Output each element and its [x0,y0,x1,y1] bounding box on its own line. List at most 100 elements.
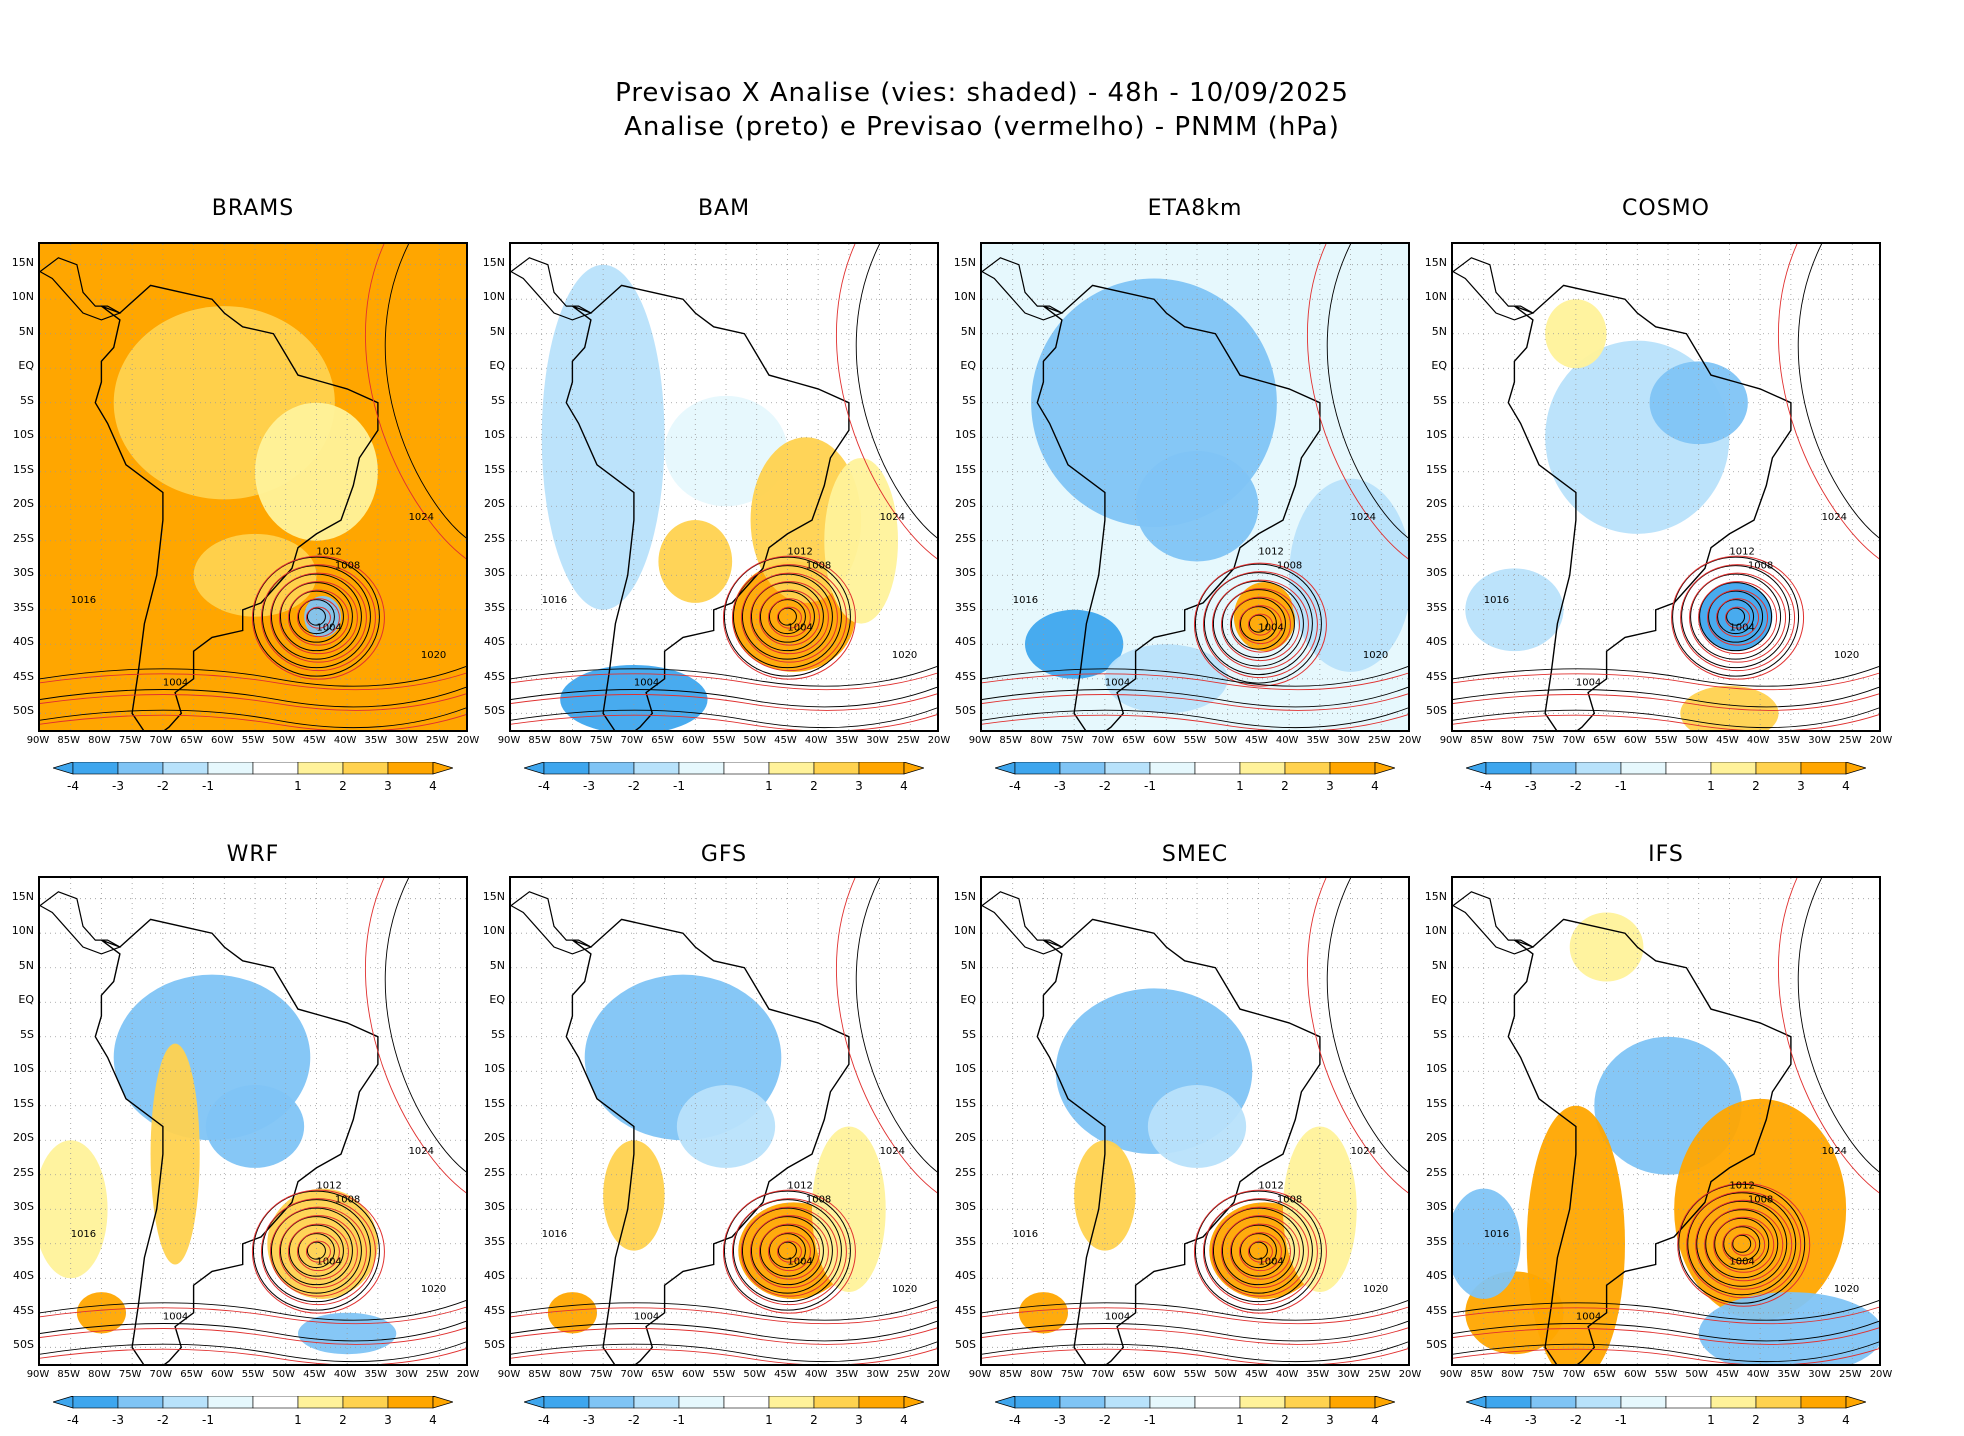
bias-region [1674,1098,1847,1320]
colorbar-label: 4 [900,1413,908,1427]
lon-tick-label: 60W [210,1369,234,1380]
bias-region [254,402,378,541]
forecast-isobar [1220,588,1300,662]
colorbar-label: -1 [1615,1413,1627,1427]
colorbar-swatch [1800,1396,1847,1409]
lat-tick-label: 15N [11,889,34,903]
lon-tick-label: 55W [1654,735,1678,746]
bias-region [1074,1140,1136,1251]
forecast-isobar [365,244,466,560]
lat-tick-label: 30S [1426,1200,1447,1214]
colorbar-label: -1 [1144,1413,1156,1427]
colorbar-arrow [1845,1396,1866,1409]
forecast-isobar [749,1215,829,1289]
forecast-isobar [1731,1233,1757,1256]
colorbar-swatch [813,1396,860,1409]
forecast-isobar [1453,1348,1879,1364]
forecast-isobar [1307,878,1408,1194]
colorbar-swatch [858,1396,905,1409]
lon-tick-label: 25W [1367,735,1391,746]
isobar-label: 1012 [1258,547,1283,558]
lon-tick-label: 35W [1777,735,1801,746]
lat-tick-label: 45S [484,669,505,683]
isobar-label: 1008 [806,560,831,571]
lon-tick-label: 25W [896,1369,920,1380]
lat-tick-label: 10N [953,290,976,304]
isobar-label: 1004 [1729,622,1754,633]
lon-tick-label: 85W [1470,1369,1494,1380]
map-panel-wrf: 1004 1008 1012 1024 1020 1004 1016 [38,876,468,1366]
colorbar-swatch [588,762,635,775]
lat-tick-label: 5N [1431,958,1447,972]
colorbar-swatch [1575,1396,1622,1409]
colorbar-label: -2 [157,779,169,793]
lon-tick-label: 60W [1623,735,1647,746]
lat-tick-label: 10S [1426,428,1447,442]
forecast-isobar [776,1240,802,1263]
lon-tick-label: 50W [272,1369,296,1380]
colorbar-label: 3 [855,1413,863,1427]
colorbar-arrow [1374,1396,1395,1409]
colorbar-swatch [1194,762,1241,775]
colorbar-label: 3 [1326,779,1334,793]
colorbar-swatch [297,1396,344,1409]
forecast-isobar [40,1348,466,1364]
lon-tick-label: 50W [1214,735,1238,746]
forecast-isobar [1686,1191,1802,1299]
lon-tick-label: 20W [456,1369,480,1380]
colorbar-arrow [1845,762,1866,775]
forecast-isobar [749,581,829,655]
coastline [982,257,1064,321]
colorbar-label: 1 [1236,779,1244,793]
analysis-isobar [1732,1234,1752,1253]
lat-tick-label: 30S [1426,566,1447,580]
colorbar-swatch [633,762,680,775]
lat-tick-label: 35S [13,1234,34,1248]
isobar-label: 1004 [1258,622,1283,633]
isobar-label: 1004 [163,1312,188,1323]
colorbar-label: 3 [384,779,392,793]
lat-tick-label: 20S [13,497,34,511]
analysis-isobar [384,878,466,1173]
isobar-label: 1020 [1834,1284,1859,1295]
isobar-label: 1004 [1576,1312,1601,1323]
colorbar-swatch [588,1396,635,1409]
colorbar-label: -3 [1525,1413,1537,1427]
colorbar-label: 2 [810,1413,818,1427]
lon-tick-label: 85W [57,1369,81,1380]
lon-tick-label: 65W [1593,735,1616,746]
forecast-isobar [982,693,1408,711]
analysis-isobar [288,590,344,643]
lon-tick-label: 90W [26,735,50,746]
lon-tick-label: 65W [1122,1369,1145,1380]
lon-tick-label: 30W [395,735,418,746]
lat-tick-label: 15N [953,255,976,269]
colorbar-arrow [53,762,74,775]
colorbar-label: 3 [855,779,863,793]
forecast-isobar [1247,1240,1273,1263]
lon-tick-label: 75W [1060,1369,1084,1380]
lat-tick-label: 35S [484,600,505,614]
forecast-isobar [511,672,937,691]
analysis-isobar [982,707,1408,729]
lon-tick-label: 90W [497,735,521,746]
lat-tick-label: 35S [484,1234,505,1248]
lon-tick-label: 40W [1275,735,1299,746]
colorbar-label: -3 [583,1413,595,1427]
colorbar-label: -3 [112,779,124,793]
isobar-label: 1016 [542,1229,567,1240]
forecast-isobar [1722,1225,1766,1265]
colorbar-swatch [252,1396,299,1409]
lat-tick-label: 10S [13,428,34,442]
analysis-isobar [982,665,1408,687]
bias-region [150,1043,200,1265]
colorbar-swatch [1059,1396,1106,1409]
colorbar: -4 -3 -2 -1 1 2 3 4 [1466,762,1866,793]
colorbar-label: -4 [1480,1413,1492,1427]
isobar-label: 1016 [1484,595,1509,606]
lon-tick-label: 40W [333,735,357,746]
colorbar-swatch [543,1396,590,1409]
forecast-isobar [269,1206,367,1297]
colorbar: -4 -3 -2 -1 1 2 3 4 [1466,1396,1866,1427]
forecast-isobar [40,1306,466,1325]
